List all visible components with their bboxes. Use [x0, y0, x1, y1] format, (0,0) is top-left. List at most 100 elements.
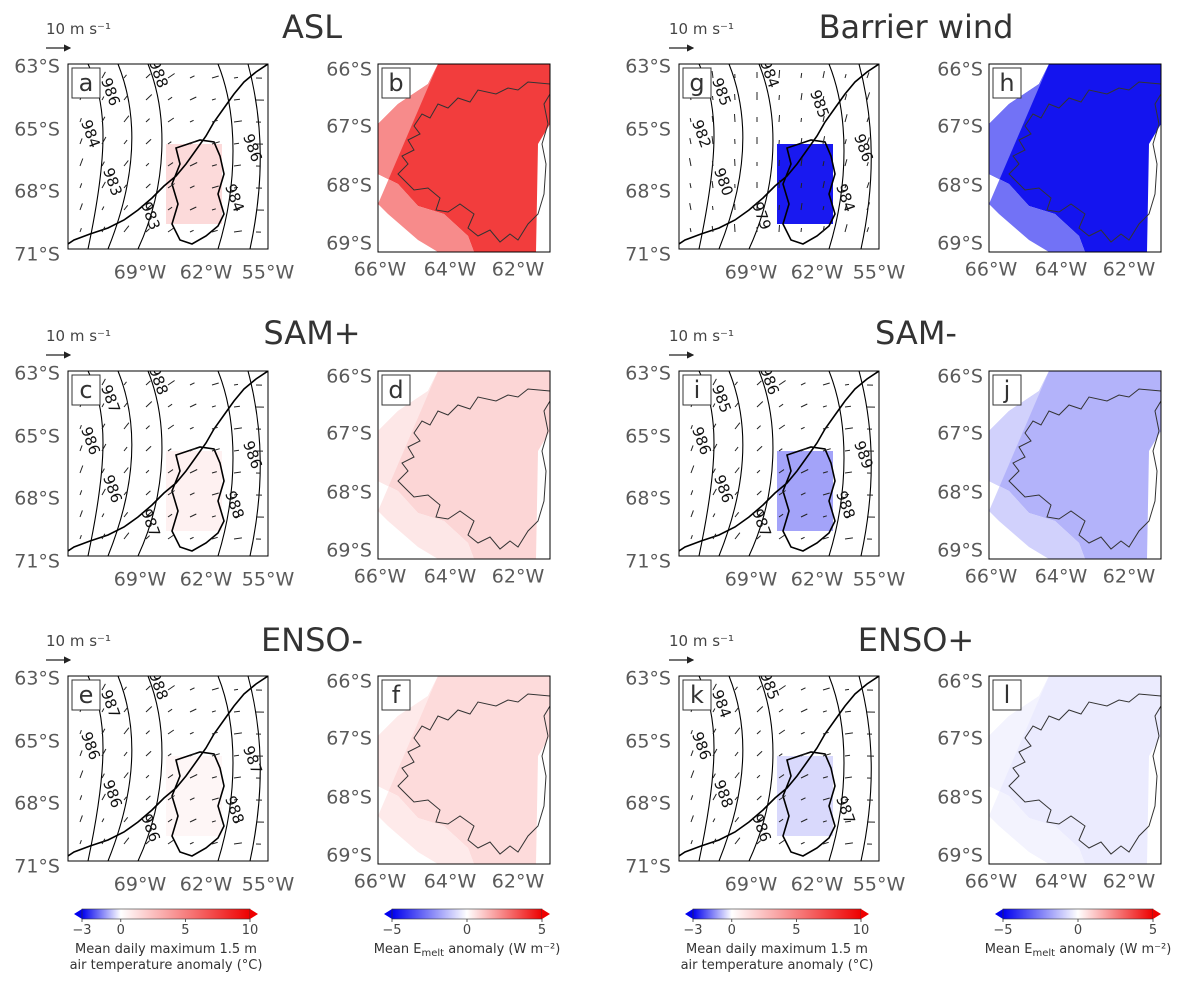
wind-vector	[822, 95, 825, 101]
wind-vector	[211, 492, 219, 496]
wind-vector	[211, 164, 217, 167]
wind-vector	[844, 383, 850, 386]
wind-vector	[233, 230, 242, 233]
lat-tick-label: 66°S	[326, 671, 372, 693]
panel-letter: i	[694, 376, 701, 404]
wind-vector	[844, 183, 847, 189]
wind-vector	[690, 795, 694, 801]
colorbar-tick-label: 5	[792, 923, 800, 938]
wind-vector	[800, 93, 803, 101]
wind-vector	[712, 818, 716, 823]
wind-vector	[800, 447, 807, 452]
wind-vector	[101, 818, 105, 823]
lat-tick-label: 71°S	[14, 551, 60, 573]
lat-tick-label: 68°S	[14, 793, 60, 815]
wind-vector	[101, 793, 106, 801]
wind-vector	[844, 515, 851, 518]
wind-vector	[712, 378, 717, 386]
wind-vector	[712, 513, 716, 518]
wind-vector	[79, 770, 84, 779]
wind-vector	[233, 142, 240, 145]
lon-tick-label: 66°W	[354, 566, 407, 588]
melt-anomaly-edge	[378, 64, 474, 252]
wind-vector	[211, 731, 218, 735]
wind-vector	[800, 492, 806, 496]
wind-vector	[844, 754, 851, 757]
wind-vector	[822, 161, 825, 167]
panel-title: ENSO-	[261, 621, 363, 659]
lat-tick-label: 68°S	[14, 488, 60, 510]
isobar-line	[828, 371, 845, 556]
lat-tick-label: 65°S	[625, 426, 671, 448]
wind-vector	[167, 818, 173, 823]
wind-vector	[690, 840, 693, 845]
wind-vector	[690, 465, 695, 474]
wind-vector	[734, 772, 740, 779]
isobar-line	[217, 676, 234, 861]
wind-vector	[101, 708, 105, 713]
colorbar-tick-label: 0	[117, 923, 125, 938]
wind-vector	[844, 537, 853, 540]
wind-vector	[734, 446, 739, 452]
wind-vector	[123, 115, 130, 123]
wind-vector	[123, 511, 129, 518]
lat-tick-label: 66°S	[937, 671, 983, 693]
wind-vector	[822, 71, 825, 79]
wind-vector	[778, 69, 781, 79]
wind-vector	[211, 141, 220, 145]
coastline	[68, 64, 268, 245]
wind-vector	[233, 405, 240, 408]
wind-vector	[79, 425, 82, 430]
wind-vector	[211, 797, 219, 801]
wind-vector	[712, 443, 718, 452]
isobar-line	[137, 371, 163, 556]
wind-vector	[822, 382, 830, 386]
wind-vector	[189, 229, 194, 233]
panel-title: SAM-	[875, 314, 957, 352]
lon-tick-label: 64°W	[1035, 566, 1088, 588]
melt-anomaly-field	[989, 371, 1161, 559]
wind-vector	[822, 797, 830, 801]
lon-tick-label: 66°W	[354, 871, 407, 893]
wind-vector	[167, 141, 172, 145]
lat-tick-label: 63°S	[14, 56, 60, 78]
lon-tick-label: 69°W	[725, 569, 778, 591]
wind-vector	[800, 708, 808, 713]
wind-vector	[844, 710, 851, 713]
wind-vector	[690, 770, 695, 779]
wind-vector	[79, 535, 82, 540]
wind-vector	[734, 422, 741, 430]
lon-tick-label: 66°W	[965, 566, 1018, 588]
wind-vector	[79, 840, 82, 845]
wind-vector	[756, 445, 763, 452]
lon-tick-label: 69°W	[114, 874, 167, 896]
wind-vector	[145, 816, 153, 823]
melt-anomaly-edge	[989, 676, 1085, 864]
colorbar-gradient	[692, 908, 862, 920]
wind-vector	[101, 181, 106, 189]
wind-vector	[123, 94, 129, 101]
wind-vector	[233, 537, 242, 540]
wind-vector	[756, 706, 764, 713]
colorbar-max-extend	[861, 909, 869, 919]
colorbar-tick-label: 0	[728, 923, 736, 938]
lon-tick-label: 69°W	[725, 874, 778, 896]
wind-vector	[822, 492, 830, 496]
wind-vector	[123, 139, 128, 145]
wind-vector	[690, 535, 693, 540]
panel-title: ENSO+	[858, 621, 974, 659]
colorbar-tick-label: −5	[993, 923, 1012, 938]
wind-vector	[145, 401, 153, 408]
lat-tick-label: 65°S	[625, 119, 671, 141]
reference-vector-label: 10 m s⁻¹	[669, 327, 734, 345]
wind-vector	[866, 92, 871, 101]
colorbar-gradient	[81, 908, 251, 920]
wind-vector	[211, 776, 217, 779]
wind-vector	[711, 181, 714, 189]
wind-vector	[734, 511, 740, 518]
wind-vector	[101, 513, 105, 518]
colorbar-label: Mean Emelt anomaly (W m⁻²)	[985, 942, 1172, 959]
wind-vector	[145, 118, 150, 123]
wind-vector	[167, 162, 174, 167]
wind-vector	[778, 469, 785, 474]
